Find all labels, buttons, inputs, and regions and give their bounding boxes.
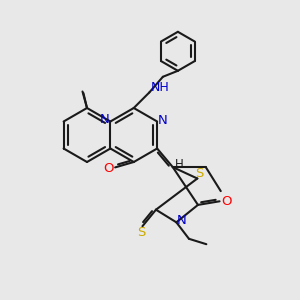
Text: O: O [103,162,114,176]
Text: S: S [195,167,203,180]
Text: N: N [100,112,110,126]
Text: O: O [221,195,231,208]
Text: S: S [137,226,145,239]
Text: N: N [158,113,167,127]
Text: NH: NH [151,81,170,94]
Text: H: H [175,158,184,171]
Text: N: N [177,214,187,227]
